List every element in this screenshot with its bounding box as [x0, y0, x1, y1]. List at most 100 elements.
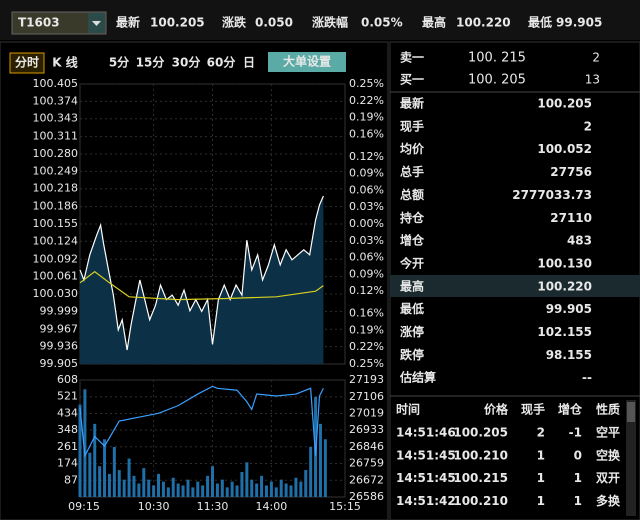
volume-bar	[157, 473, 161, 497]
volume-bar	[304, 470, 308, 497]
y-tick-label: 521	[57, 390, 78, 403]
trade-cell: 1	[537, 448, 545, 462]
volume-bar	[176, 483, 180, 497]
y-tick-label: 174	[57, 457, 78, 470]
scrollbar[interactable]	[626, 400, 636, 516]
y-tick-label: 99.905	[40, 357, 79, 370]
stat-value: 102.155	[537, 325, 592, 339]
volume-bar	[245, 462, 249, 497]
y-tick-label: 100.030	[33, 287, 79, 300]
volume-bar	[78, 404, 82, 497]
book-label: 卖一	[400, 50, 424, 65]
stat-label: 总手	[400, 164, 424, 179]
stat-label: 增仓	[400, 233, 425, 248]
y2-tick-label: 0.25%	[349, 77, 384, 90]
y-tick-label: 100.311	[33, 130, 79, 143]
volume-bar	[137, 483, 141, 497]
big-order-button[interactable]	[268, 52, 346, 72]
y2-tick-label: 0.03%	[349, 200, 384, 213]
trade-cell: 1	[574, 494, 582, 508]
trade-column: 现手	[521, 402, 545, 417]
stat-label: 今开	[399, 255, 424, 270]
stat-value: 27756	[550, 165, 592, 179]
dropdown-arrow	[92, 21, 101, 26]
y2-tick-label: 0.19%	[349, 111, 384, 124]
y2-tick-label: 26672	[349, 473, 384, 486]
y-tick-label: 87	[64, 473, 78, 486]
stat-label: 最新	[400, 96, 424, 111]
volume-bar	[260, 475, 264, 497]
trade-cell: 1	[537, 494, 545, 508]
quote-value: 0.05%	[361, 16, 403, 30]
volume-bar	[166, 487, 170, 497]
y-tick-label: 100.218	[33, 182, 79, 195]
y-tick-label: 100.092	[33, 252, 79, 265]
volume-bar	[269, 481, 273, 497]
tab[interactable]: 60分	[207, 55, 236, 70]
volume-bar	[274, 487, 278, 497]
quote-label: 涨跌	[222, 15, 247, 30]
y2-tick-label: 0.00%	[349, 217, 384, 230]
stat-value: 2	[584, 119, 592, 133]
volume-bar	[264, 485, 268, 497]
stat-value: 100.130	[537, 256, 592, 270]
y2-tick-label: 26759	[349, 457, 384, 470]
trade-cell: 100.210	[453, 494, 508, 508]
big-order-button-label[interactable]: 大单设置	[283, 54, 331, 69]
tab[interactable]: 30分	[172, 55, 201, 70]
stat-label: 涨停	[400, 324, 424, 339]
volume-bar	[98, 466, 102, 497]
volume-bar	[88, 452, 92, 497]
scroll-thumb[interactable]	[627, 402, 635, 422]
y-tick-label: 261	[57, 440, 78, 453]
volume-bar	[191, 487, 195, 497]
volume-bar	[240, 471, 244, 497]
y2-tick-label: 26586	[349, 490, 384, 503]
tab[interactable]: K 线	[52, 55, 77, 70]
book-price: 100. 205	[468, 73, 526, 88]
y2-tick-label: 0.19%	[349, 323, 384, 336]
y2-tick-label: 0.25%	[349, 357, 384, 370]
y2-tick-label: 0.06%	[349, 183, 384, 196]
trade-cell: 空换	[596, 447, 621, 462]
trade-cell: 双开	[596, 471, 620, 485]
y2-tick-label: 0.06%	[349, 251, 384, 264]
symbol-select[interactable]	[11, 11, 107, 35]
stat-label: 最低	[400, 301, 424, 316]
stat-label: 估结算	[399, 370, 436, 385]
y-tick-label: 100.405	[33, 77, 79, 90]
tab[interactable]: 日	[243, 56, 255, 70]
volume-bar	[196, 481, 200, 497]
quote-label: 涨跌幅	[312, 15, 348, 30]
volume-bar	[318, 423, 322, 497]
y2-tick-label: 0.09%	[349, 267, 384, 280]
volume-bar	[122, 479, 126, 497]
quote-value: 0.050	[255, 16, 293, 30]
quote-value: 99.905	[556, 16, 602, 30]
tab[interactable]: 15分	[136, 55, 165, 70]
tab[interactable]: 5分	[109, 55, 129, 70]
stat-value: 100.220	[537, 279, 592, 293]
volume-bar	[83, 389, 87, 497]
tab[interactable]: 分时	[15, 55, 39, 70]
y-tick-label: 100.155	[33, 217, 79, 230]
volume-bar	[279, 479, 283, 497]
quote-label: 最新	[116, 15, 140, 30]
stat-value: 483	[567, 234, 592, 248]
y2-tick-label: 0.22%	[349, 94, 384, 107]
volume-bar	[299, 481, 303, 497]
price-area	[80, 196, 324, 364]
book-volume: 2	[592, 51, 600, 65]
book-volume: 13	[585, 73, 600, 87]
quote-value: 100.220	[456, 16, 511, 30]
y2-tick-label: 0.16%	[349, 307, 384, 320]
stat-value: 27110	[550, 211, 592, 225]
y-tick-label: 99.967	[40, 322, 79, 335]
y-tick-label: 100.374	[33, 94, 79, 107]
stat-label: 现手	[400, 118, 424, 133]
volume-bar	[152, 485, 156, 497]
trade-cell: 0	[574, 448, 582, 462]
volume-bar	[250, 479, 254, 497]
volume-bar	[284, 483, 288, 497]
book-label: 买一	[400, 73, 424, 87]
